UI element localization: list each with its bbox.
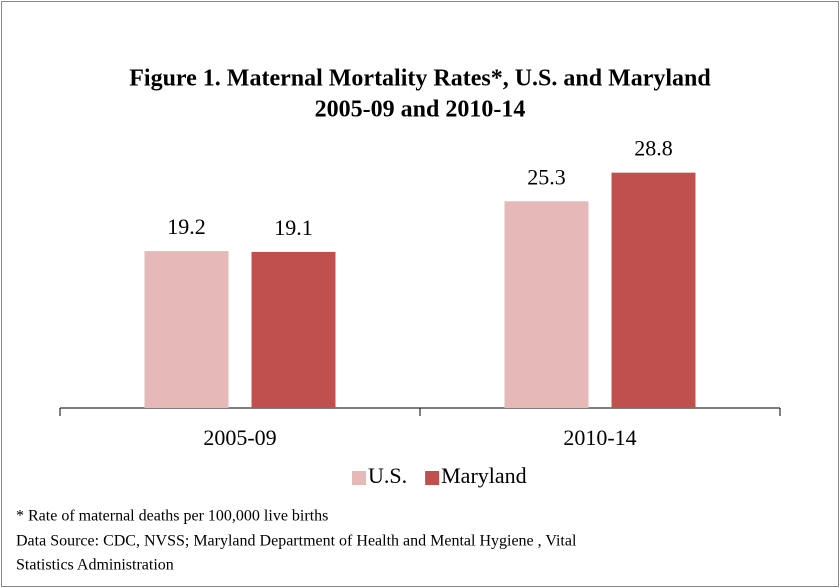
x-tick-label: 2010-14	[563, 425, 636, 450]
data-label: 28.8	[634, 136, 673, 161]
footnote: Statistics Administration	[16, 557, 174, 574]
data-label: 19.2	[167, 214, 206, 239]
legend-swatch	[425, 471, 440, 485]
chart-title: 2005-09 and 2010-14	[315, 97, 526, 123]
footnote: * Rate of maternal deaths per 100,000 li…	[16, 508, 328, 525]
chart-title: Figure 1. Maternal Mortality Rates*, U.S…	[129, 66, 711, 92]
legend-swatch	[352, 471, 366, 485]
data-label: 19.1	[274, 215, 313, 240]
bar	[144, 251, 229, 408]
footnote: Data Source: CDC, NVSS; Maryland Departm…	[16, 533, 577, 550]
x-tick-label: 2005-09	[203, 425, 276, 450]
data-label: 25.3	[527, 164, 566, 189]
bar	[504, 201, 589, 408]
bar	[611, 172, 696, 408]
legend-label: U.S.	[368, 463, 407, 488]
legend-label: Maryland	[441, 463, 527, 488]
bar	[251, 251, 336, 408]
